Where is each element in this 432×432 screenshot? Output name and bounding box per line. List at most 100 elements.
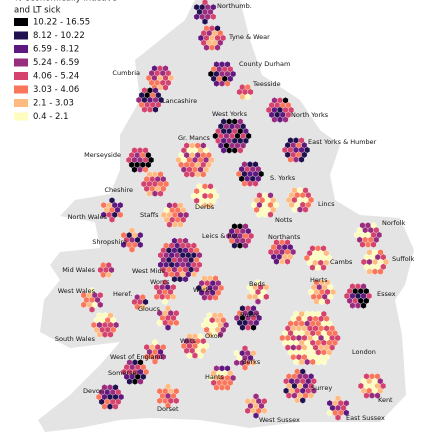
hex-tile: [242, 364, 248, 371]
hex-tile: [190, 271, 197, 278]
region-label: East Yorks & Humber: [308, 138, 377, 146]
hex-tile: [220, 147, 227, 154]
hex-tile: [279, 258, 285, 265]
hex-tile: [315, 264, 321, 271]
hex-tile: [219, 384, 225, 391]
region-label: Oxon: [205, 332, 222, 340]
region-label: London: [352, 348, 376, 356]
region-label: South Wales: [55, 335, 96, 343]
region-label: West Wales: [58, 287, 96, 295]
region-label: Notts: [275, 216, 293, 224]
hex-tile: [374, 392, 381, 399]
hex-tile: [96, 331, 103, 338]
hex-tile: [201, 294, 208, 301]
hex-tile: [173, 319, 180, 327]
hex-tile: [209, 44, 215, 51]
legend-label: 2.1 - 3.03: [33, 99, 74, 109]
region-label: Cambs: [330, 258, 353, 266]
legend-label: 0.4 - 2.1: [33, 112, 69, 122]
hex-tile: [107, 331, 114, 338]
hex-tile: [377, 268, 384, 275]
hex-tile: [202, 18, 208, 25]
hex-tile: [97, 301, 104, 309]
region-label: Warks: [193, 286, 213, 294]
hex-tile: [244, 407, 251, 415]
hex-tile: [263, 293, 270, 301]
region-label: North Wales: [68, 213, 108, 221]
hex-tile: [277, 116, 283, 123]
region-label: Leics & Rut.: [202, 232, 240, 240]
hex-tile: [366, 268, 373, 275]
region-label: Berks: [242, 358, 261, 366]
hex-tile: [101, 403, 108, 410]
hex-tile: [166, 221, 173, 228]
region-label: Wilts: [180, 337, 196, 345]
hex-tile: [360, 302, 367, 309]
region-label: Dorset: [157, 405, 179, 413]
hex-tile: [250, 324, 257, 331]
hex-tile: [315, 358, 322, 366]
legend-swatch: [14, 58, 28, 67]
region-label: Tyne & Wear: [228, 33, 270, 41]
hex-tile: [343, 409, 350, 417]
legend-swatch: [14, 72, 28, 80]
legend-swatch: [14, 45, 28, 53]
hex-tile: [245, 324, 251, 331]
hex-tile: [112, 403, 119, 410]
hex-tile: [146, 190, 153, 197]
hex-tile: [207, 294, 213, 301]
hex-tile: [207, 202, 214, 209]
hex-tile: [293, 156, 299, 163]
hex-tile: [239, 93, 246, 101]
hex-tile: [349, 302, 356, 309]
region-label: Mid Wales: [62, 266, 95, 274]
hex-tile: [369, 392, 375, 399]
hex-tile: [160, 353, 167, 361]
hex-tile: [239, 324, 246, 331]
hex-tile: [282, 116, 289, 123]
hex-tile: [319, 298, 325, 305]
hex-tile: [156, 319, 163, 327]
hex-tile: [246, 293, 253, 301]
region-label: Herts: [310, 276, 328, 284]
hex-tile: [217, 331, 224, 338]
hex-tile: [247, 180, 253, 187]
hex-tile: [294, 397, 301, 404]
legend-swatch: [14, 112, 28, 121]
region-label: West Yorks: [212, 110, 248, 118]
hex-tile: [210, 13, 217, 21]
hex-tile: [152, 106, 159, 113]
legend-label: 4.06 - 5.24: [33, 72, 79, 82]
hex-tile: [241, 180, 248, 187]
hex-tile: [320, 358, 327, 366]
hex-tile: [363, 392, 370, 399]
hex-tile: [214, 44, 221, 51]
hex-tile: [100, 271, 107, 279]
hex-tile: [267, 211, 274, 218]
hex-tile: [233, 359, 240, 367]
hex-tile: [293, 358, 300, 366]
legend-swatch: [14, 18, 28, 26]
hex-tile: [177, 221, 184, 228]
hex-tile: [370, 241, 377, 248]
hex-tile: [372, 268, 378, 275]
hex-tile: [313, 298, 320, 305]
legend-swatch: [14, 99, 28, 107]
hex-tile: [253, 412, 259, 419]
hex-tile: [177, 275, 183, 283]
legend-label: 3.03 - 4.06: [33, 85, 79, 95]
region-label: Staffs: [140, 211, 159, 219]
hex-tile: [141, 106, 148, 113]
hex-tile: [261, 407, 268, 415]
hex-tile: [139, 303, 146, 311]
hex-tile: [162, 298, 168, 305]
hex-tile: [162, 84, 169, 91]
hex-tile: [365, 241, 371, 248]
hex-tile: [242, 242, 249, 249]
hex-tile: [172, 221, 178, 228]
hex-tile: [131, 166, 138, 173]
hex-tile: [109, 216, 115, 223]
hex-tile: [189, 171, 196, 178]
region-label: Teesside: [252, 80, 281, 88]
